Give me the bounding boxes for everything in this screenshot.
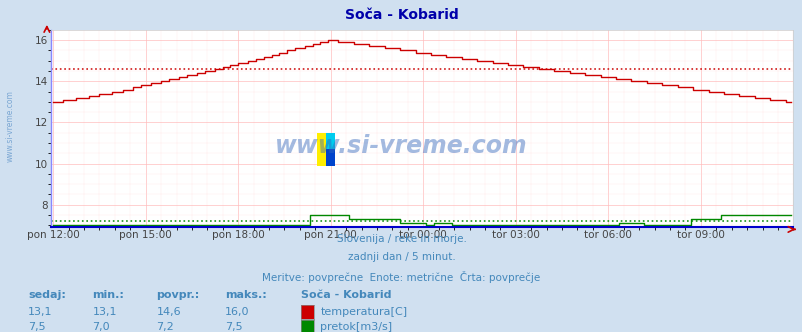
Text: Soča - Kobarid: Soča - Kobarid [344, 8, 458, 22]
Polygon shape [326, 149, 334, 166]
Text: www.si-vreme.com: www.si-vreme.com [6, 90, 14, 162]
Text: Meritve: povprečne  Enote: metrične  Črta: povprečje: Meritve: povprečne Enote: metrične Črta:… [262, 271, 540, 283]
Text: www.si-vreme.com: www.si-vreme.com [275, 134, 527, 158]
Text: 14,6: 14,6 [156, 307, 181, 317]
Text: 13,1: 13,1 [92, 307, 117, 317]
Text: maks.:: maks.: [225, 290, 266, 300]
Text: Soča - Kobarid: Soča - Kobarid [301, 290, 391, 300]
Text: 7,0: 7,0 [92, 322, 110, 332]
Text: sedaj:: sedaj: [28, 290, 66, 300]
Polygon shape [326, 133, 334, 149]
Text: min.:: min.: [92, 290, 124, 300]
Text: 7,5: 7,5 [28, 322, 46, 332]
Text: zadnji dan / 5 minut.: zadnji dan / 5 minut. [347, 252, 455, 262]
Text: 13,1: 13,1 [28, 307, 53, 317]
Text: temperatura[C]: temperatura[C] [320, 307, 407, 317]
Polygon shape [317, 133, 326, 166]
Text: 7,5: 7,5 [225, 322, 242, 332]
Text: 7,2: 7,2 [156, 322, 174, 332]
Text: Slovenija / reke in morje.: Slovenija / reke in morje. [336, 234, 466, 244]
Text: povpr.:: povpr.: [156, 290, 200, 300]
Text: 16,0: 16,0 [225, 307, 249, 317]
Text: pretok[m3/s]: pretok[m3/s] [320, 322, 392, 332]
